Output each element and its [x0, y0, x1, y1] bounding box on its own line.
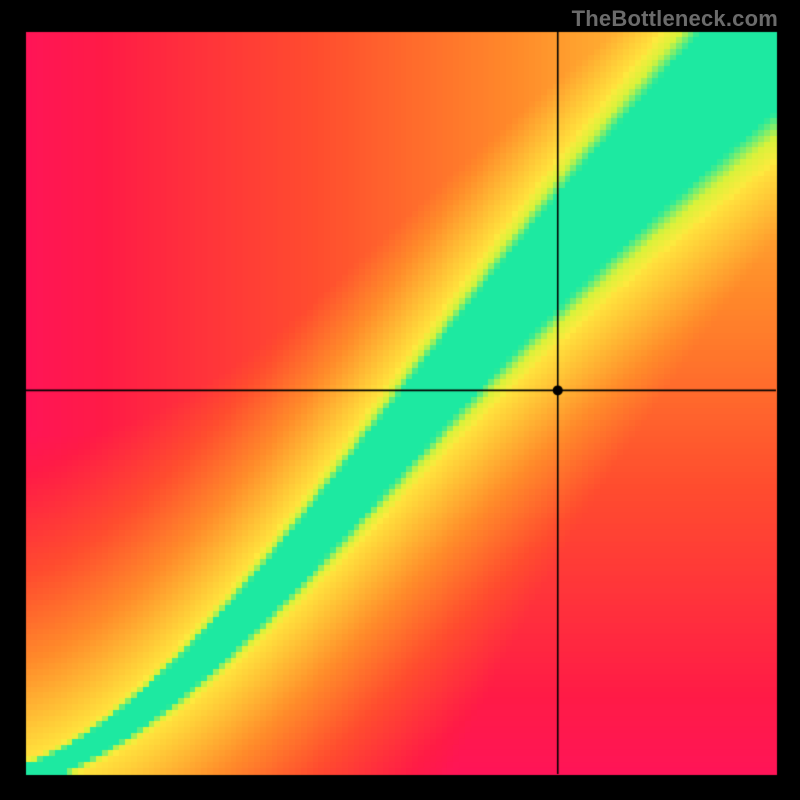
watermark-text: TheBottleneck.com	[572, 6, 778, 32]
heatmap-canvas	[0, 0, 800, 800]
chart-container: TheBottleneck.com	[0, 0, 800, 800]
